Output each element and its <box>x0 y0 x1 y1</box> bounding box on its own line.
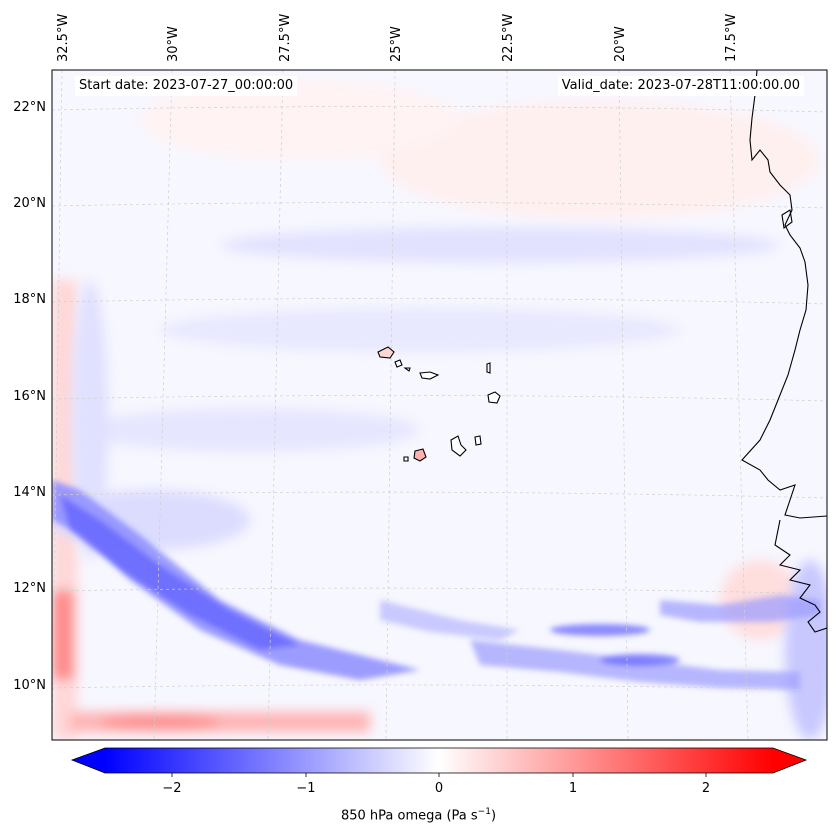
colorbar-title-text: 850 hPa omega (Pa s <box>340 808 478 824</box>
map-frame <box>51 69 828 741</box>
cape-verde-islands <box>377 346 501 462</box>
start-date-label: Start date: 2023-07-27_00:00:00 <box>75 76 298 96</box>
colorbar-gradient <box>105 748 773 773</box>
lat-label: 18°N <box>13 292 46 307</box>
colorbar-ticks <box>171 773 707 777</box>
colorbar-tick-label: −2 <box>162 781 181 796</box>
lat-label: 12°N <box>13 581 46 596</box>
valid-date-label: Valid_date: 2023-07-28T11:00:00.00 <box>557 76 804 96</box>
longitude-labels: 32.5°W 30°W 27.5°W 25°W 22.5°W 20°W 17.5… <box>56 14 739 62</box>
lat-label: 14°N <box>13 485 46 500</box>
lon-label: 22.5°W <box>501 14 516 62</box>
lon-label: 20°W <box>613 26 628 62</box>
colorbar-tick-label: 0 <box>435 781 443 796</box>
coastline <box>741 70 827 633</box>
lon-label: 17.5°W <box>724 14 739 62</box>
lon-label: 30°W <box>166 26 181 62</box>
colorbar-title-unit: −1 <box>477 807 491 817</box>
colorbar-title: 850 hPa omega (Pa s−1) <box>0 807 837 823</box>
lat-label: 20°N <box>13 196 46 211</box>
gridlines <box>52 70 827 740</box>
colorbar-outline <box>70 747 808 774</box>
colorbar-title-close: ) <box>490 808 497 824</box>
lon-label: 32.5°W <box>56 14 71 62</box>
lat-label: 22°N <box>13 100 46 115</box>
omega-field <box>52 70 827 740</box>
colorbar-max-extension <box>773 748 806 773</box>
latitude-labels: 22°N 20°N 18°N 16°N 14°N 12°N 10°N <box>13 100 46 693</box>
lon-label: 27.5°W <box>278 14 293 62</box>
lat-label: 10°N <box>13 678 46 693</box>
colorbar: −2 −1 0 1 2 <box>70 747 808 796</box>
colorbar-min-extension <box>72 748 105 773</box>
lat-label: 16°N <box>13 389 46 404</box>
lon-label: 25°W <box>389 26 404 62</box>
colorbar-tick-label: −1 <box>296 781 315 796</box>
colorbar-tick-label: 2 <box>702 781 710 796</box>
colorbar-tick-label: 1 <box>569 781 577 796</box>
